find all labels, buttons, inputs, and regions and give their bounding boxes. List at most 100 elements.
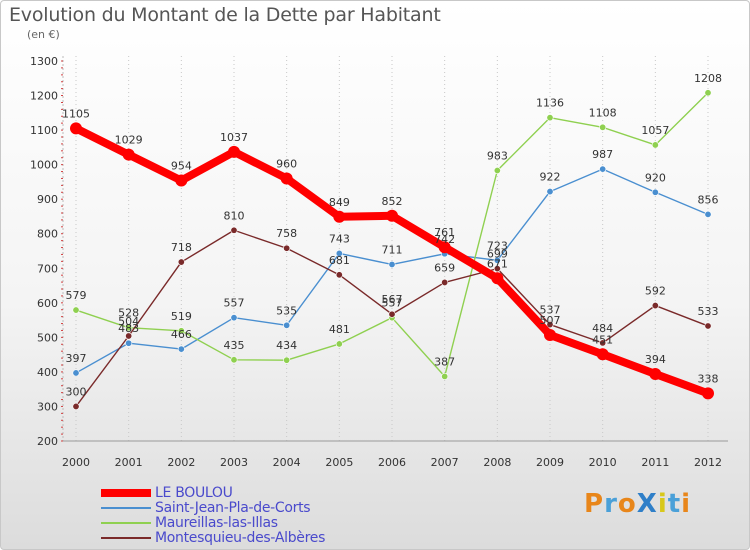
data-point	[177, 327, 185, 335]
legend-label: Montesquieu-des-Albères	[155, 529, 326, 546]
data-point	[333, 210, 346, 223]
data-label: 394	[645, 353, 666, 366]
x-tick-label: 2008	[483, 456, 511, 469]
data-label: 397	[66, 352, 87, 365]
data-label: 507	[540, 314, 561, 327]
data-label: 743	[329, 232, 350, 245]
legend-label: LE BOULOU	[155, 484, 233, 501]
data-point	[72, 402, 80, 410]
data-point	[702, 387, 714, 400]
y-tick-label: 200	[37, 435, 58, 448]
data-point	[177, 345, 185, 353]
data-point	[228, 145, 240, 158]
data-label: 987	[592, 148, 613, 161]
data-label: 434	[276, 339, 297, 352]
data-label: 519	[171, 310, 192, 323]
logo-letter: X	[636, 489, 658, 519]
legend-item: Montesquieu-des-Albères	[101, 530, 325, 545]
data-label: 567	[382, 293, 403, 306]
data-point	[335, 249, 343, 257]
data-label: 557	[382, 297, 403, 310]
data-point	[283, 321, 291, 329]
legend-swatch	[101, 521, 151, 524]
x-tick-label: 2005	[325, 456, 353, 469]
data-point	[441, 372, 449, 380]
y-tick-label: 1300	[30, 55, 58, 68]
legend-swatch	[101, 506, 151, 509]
data-point	[386, 209, 398, 222]
data-label: 1029	[115, 134, 143, 147]
data-point	[596, 348, 609, 361]
logo-letter: o	[617, 489, 637, 519]
logo-letter: i	[657, 489, 668, 519]
legend-label: Saint-Jean-Pla-de-Corts	[155, 499, 311, 516]
x-tick-label: 2009	[536, 456, 564, 469]
data-point	[70, 122, 82, 135]
data-label: 1136	[536, 97, 564, 110]
data-point	[651, 188, 659, 196]
data-point	[72, 369, 80, 377]
x-tick-label: 2006	[378, 456, 406, 469]
data-point	[493, 256, 501, 264]
y-tick-label: 900	[37, 193, 58, 206]
data-label: 718	[171, 241, 192, 254]
logo-letter: r	[604, 489, 618, 519]
data-point	[175, 174, 188, 187]
x-tick-label: 2012	[694, 456, 722, 469]
x-tick-label: 2004	[273, 456, 301, 469]
data-point	[491, 272, 504, 285]
x-tick-label: 2010	[589, 456, 617, 469]
y-tick-label: 600	[37, 297, 58, 310]
data-label: 1108	[589, 106, 617, 119]
data-point	[125, 332, 133, 340]
data-label: 483	[118, 322, 139, 335]
chart-unit-label: (en €)	[27, 28, 60, 41]
y-tick-label: 1000	[30, 159, 58, 172]
data-label: 671	[487, 257, 508, 270]
data-point	[651, 141, 659, 149]
data-label: 1208	[694, 72, 722, 85]
legend-swatch	[101, 488, 151, 497]
data-point	[335, 340, 343, 348]
data-label: 592	[645, 285, 666, 298]
data-label: 1037	[220, 131, 248, 144]
y-tick-label: 1100	[30, 124, 58, 137]
data-point	[283, 356, 291, 364]
data-point	[599, 339, 607, 347]
data-point	[493, 265, 501, 273]
data-point	[599, 123, 607, 131]
data-point	[72, 306, 80, 314]
logo-letter: i	[681, 489, 692, 519]
data-label: 711	[382, 243, 403, 256]
data-point	[546, 114, 554, 122]
data-label: 435	[224, 339, 245, 352]
x-tick-label: 2011	[641, 456, 669, 469]
data-point	[122, 148, 135, 161]
legend-label: Maureillas-las-Illas	[155, 514, 278, 531]
data-point	[335, 271, 343, 279]
data-label: 954	[171, 160, 192, 173]
data-point	[230, 226, 238, 234]
data-label: 920	[645, 171, 666, 184]
data-label: 852	[382, 195, 403, 208]
data-label: 387	[434, 355, 455, 368]
data-point	[651, 302, 659, 310]
data-label: 681	[329, 254, 350, 267]
data-point	[704, 89, 712, 97]
legend-item: Maureillas-las-Illas	[101, 515, 325, 530]
y-tick-label: 500	[37, 331, 58, 344]
data-label: 1057	[641, 124, 669, 137]
data-point	[388, 260, 396, 268]
logo-letter: t	[667, 489, 682, 519]
data-label: 659	[434, 261, 455, 274]
data-point	[125, 324, 133, 332]
legend-item: Saint-Jean-Pla-de-Corts	[101, 500, 325, 515]
data-label: 922	[540, 171, 561, 184]
data-point	[546, 321, 554, 329]
data-point	[280, 172, 293, 185]
data-label: 723	[487, 239, 508, 252]
chart-legend: LE BOULOU Saint-Jean-Pla-de-Corts Maureill…	[101, 485, 325, 545]
y-tick-label: 300	[37, 400, 58, 413]
proxiti-logo: ProXiti	[584, 489, 691, 519]
